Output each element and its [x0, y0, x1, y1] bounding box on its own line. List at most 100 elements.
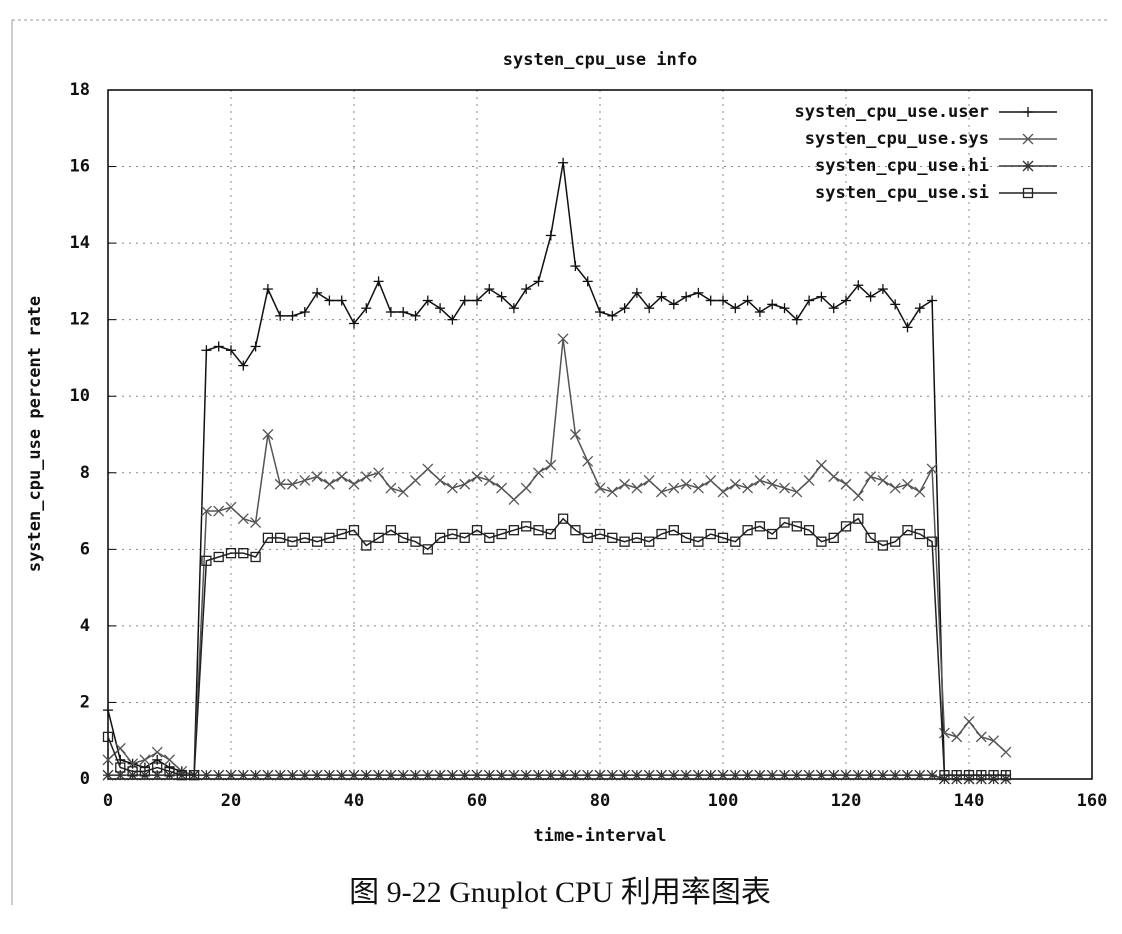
marker-stroke [311, 769, 323, 781]
marker-box [791, 521, 802, 532]
point [803, 769, 815, 781]
point [865, 291, 876, 302]
marker-stroke [889, 769, 901, 781]
marker-box [139, 766, 151, 777]
marker-stroke [200, 505, 212, 517]
marker-box [853, 513, 864, 524]
point [1022, 133, 1034, 145]
point [594, 769, 606, 781]
point [889, 482, 901, 494]
point [176, 770, 187, 781]
point [717, 532, 729, 543]
marker-box [188, 770, 200, 781]
point [938, 727, 950, 739]
point [877, 474, 889, 486]
point [385, 525, 397, 536]
point [520, 769, 532, 781]
marker-box [385, 525, 397, 536]
point [619, 478, 631, 490]
point [508, 525, 520, 536]
point [447, 528, 458, 540]
point [459, 769, 471, 781]
marker-stroke [533, 769, 544, 781]
point [754, 474, 766, 486]
series-line [107, 338, 1007, 777]
marker-stroke [606, 769, 618, 781]
marker-box [865, 532, 876, 543]
point [631, 287, 642, 298]
marker-stroke [889, 482, 901, 494]
point [607, 532, 618, 543]
point [446, 482, 458, 494]
marker-stroke [336, 471, 348, 483]
marker-box [754, 521, 766, 532]
point [902, 525, 913, 536]
marker-box [521, 521, 532, 532]
marker-box [275, 532, 286, 543]
point [606, 769, 618, 781]
point [336, 471, 348, 483]
point [803, 474, 815, 486]
marker-stroke [975, 731, 987, 743]
point [311, 769, 323, 781]
point [631, 532, 643, 543]
marker-stroke [483, 474, 495, 486]
marker-box [730, 536, 741, 547]
chart-title: systen_cpu_use info [503, 50, 697, 70]
point [484, 284, 495, 295]
marker-box [705, 528, 716, 540]
point [816, 536, 827, 547]
marker-stroke [963, 716, 975, 728]
marker-stroke [865, 769, 877, 781]
point [312, 287, 323, 298]
point [545, 230, 556, 241]
point [274, 769, 286, 781]
marker-box [816, 536, 827, 547]
marker-stroke [274, 478, 286, 490]
point [668, 299, 679, 310]
point [853, 513, 864, 524]
point [754, 769, 766, 781]
marker-stroke [926, 769, 938, 781]
marker-stroke [988, 735, 1000, 747]
marker-box [803, 525, 815, 536]
point [988, 770, 999, 781]
point [299, 474, 311, 486]
point [213, 551, 224, 563]
marker-stroke [323, 769, 335, 781]
point [496, 482, 508, 494]
point [434, 532, 446, 543]
marker-stroke [815, 769, 827, 781]
marker-box [410, 536, 421, 547]
marker-box [373, 532, 384, 543]
marker-stroke [114, 742, 126, 754]
marker-box [926, 536, 938, 547]
point [237, 513, 249, 525]
marker-stroke [680, 478, 692, 490]
point [951, 731, 963, 743]
point [545, 528, 556, 540]
marker-stroke [902, 478, 913, 490]
marker-stroke [508, 494, 520, 506]
x-tick-label: 140 [954, 791, 985, 811]
marker-stroke [459, 769, 471, 781]
point [718, 295, 728, 306]
marker-stroke [397, 769, 409, 781]
point [594, 482, 606, 494]
marker-box [176, 770, 187, 781]
marker-stroke [569, 769, 581, 781]
marker-stroke [828, 471, 840, 483]
marker-box [693, 536, 704, 547]
point [963, 716, 975, 728]
marker-box [976, 770, 987, 781]
point [656, 291, 667, 302]
point [398, 307, 409, 318]
marker-stroke [729, 769, 741, 781]
marker-box [336, 528, 347, 540]
point [680, 478, 692, 490]
point [422, 463, 434, 475]
point [348, 478, 360, 490]
point [102, 754, 114, 766]
marker-box [348, 525, 360, 536]
point [754, 521, 766, 532]
